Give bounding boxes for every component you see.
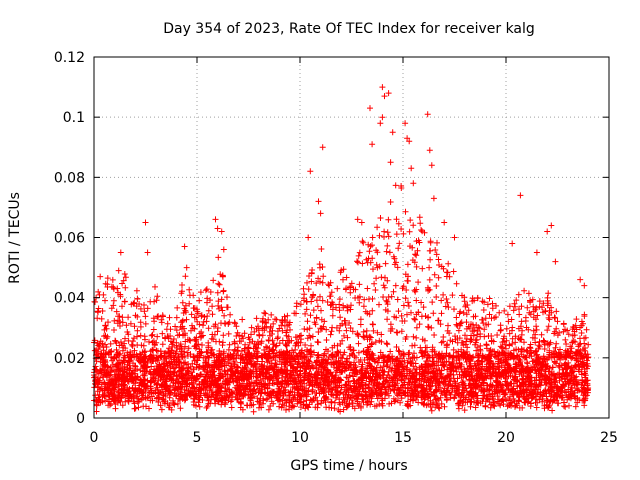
y-tick-labels: 0 0.02 0.04 0.06 0.08 0.1 0.12	[54, 50, 85, 427]
y-tick-label: 0.1	[63, 110, 85, 126]
x-tick-labels: 0 5 10 15 20 25	[90, 430, 618, 446]
y-tick-label: 0.04	[54, 291, 85, 307]
scatter-points	[91, 84, 592, 415]
y-tick-label: 0	[76, 411, 85, 427]
chart-title: Day 354 of 2023, Rate Of TEC Index for r…	[163, 21, 535, 37]
axis-ticks	[93, 56, 610, 419]
x-tick-label: 25	[600, 430, 618, 446]
y-tick-label: 0.08	[54, 170, 85, 186]
y-axis-label: ROTI / TECUs	[7, 192, 23, 284]
x-tick-label: 5	[193, 430, 202, 446]
scatter-marks	[91, 84, 592, 415]
x-tick-label: 15	[394, 430, 412, 446]
y-tick-label: 0.06	[54, 231, 85, 247]
y-tick-label: 0.12	[54, 50, 85, 66]
x-tick-label: 20	[497, 430, 515, 446]
x-axis-label: GPS time / hours	[290, 458, 407, 474]
x-tick-label: 0	[90, 430, 99, 446]
y-tick-label: 0.02	[54, 351, 85, 367]
x-tick-label: 10	[291, 430, 309, 446]
